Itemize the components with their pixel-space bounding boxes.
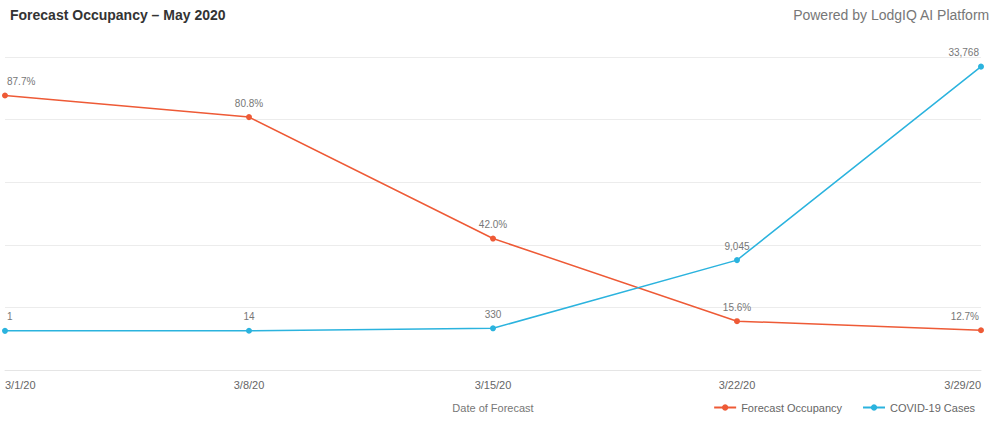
svg-text:12.7%: 12.7% (951, 311, 979, 322)
svg-text:Date of Forecast: Date of Forecast (452, 402, 533, 414)
svg-text:3/15/20: 3/15/20 (475, 379, 512, 391)
svg-text:87.7%: 87.7% (7, 76, 35, 87)
svg-text:14: 14 (243, 311, 255, 322)
svg-text:COVID-19 Cases: COVID-19 Cases (890, 402, 975, 414)
svg-text:80.8%: 80.8% (235, 98, 263, 109)
svg-text:Forecast Occupancy: Forecast Occupancy (741, 402, 842, 414)
svg-text:3/8/20: 3/8/20 (234, 379, 265, 391)
svg-text:3/29/20: 3/29/20 (944, 379, 981, 391)
svg-text:3/22/20: 3/22/20 (719, 379, 756, 391)
svg-text:9,045: 9,045 (724, 241, 749, 252)
svg-text:33,768: 33,768 (948, 47, 979, 58)
svg-text:Powered by LodgIQ AI Platform: Powered by LodgIQ AI Platform (793, 7, 989, 23)
svg-text:3/1/20: 3/1/20 (5, 379, 36, 391)
svg-text:42.0%: 42.0% (479, 219, 507, 230)
svg-text:Forecast Occupancy – May 2020: Forecast Occupancy – May 2020 (10, 7, 226, 23)
svg-text:15.6%: 15.6% (723, 302, 751, 313)
svg-text:1: 1 (7, 311, 13, 322)
svg-text:330: 330 (485, 309, 502, 320)
